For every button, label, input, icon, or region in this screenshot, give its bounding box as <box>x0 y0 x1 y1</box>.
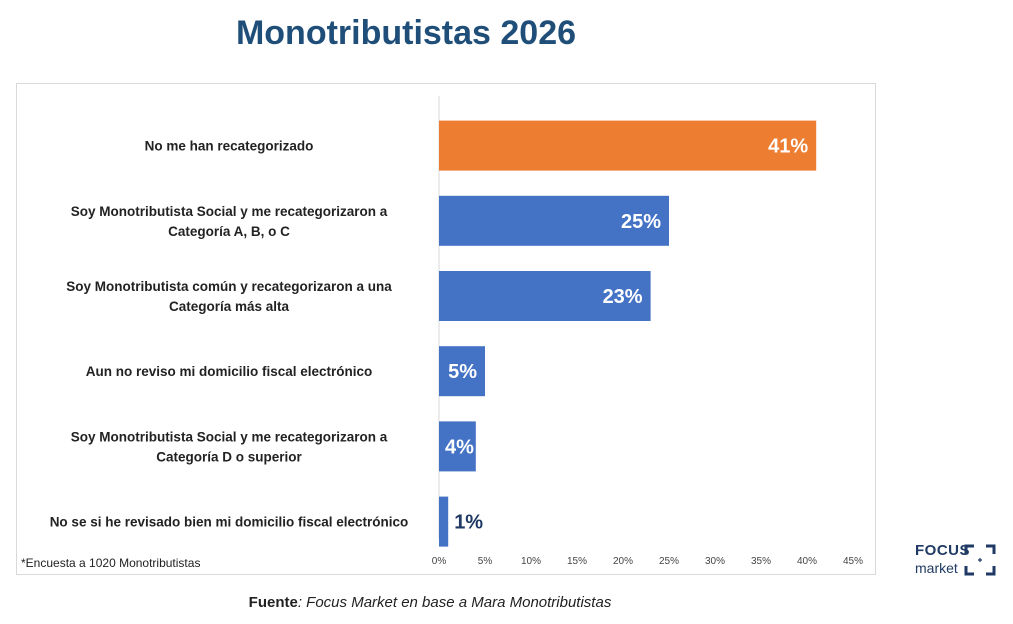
chart-frame: 41% No me han recategorizado 25% Soy Monotr… <box>16 83 876 575</box>
category-label-line: Aun no reviso mi domicilio fiscal electr… <box>86 364 373 379</box>
x-tick-label: 20% <box>613 556 633 567</box>
data-label: 1% <box>454 512 483 534</box>
survey-note: *Encuesta a 1020 Monotributistas <box>21 556 201 570</box>
bar <box>439 195 669 246</box>
x-tick-label: 30% <box>705 556 725 567</box>
data-label: 5% <box>448 361 477 383</box>
bar <box>439 120 817 171</box>
category-label: No se si he revisado bien mi domicilio f… <box>50 515 409 530</box>
data-label: 25% <box>621 211 661 233</box>
x-tick-label: 5% <box>478 556 493 567</box>
logo-frame-icon <box>964 544 996 576</box>
category-label-line: Soy Monotributista Social y me recategor… <box>71 204 388 219</box>
category-label-line: Categoría A, B, o C <box>168 224 290 239</box>
x-tick-label: 40% <box>797 556 817 567</box>
bar <box>439 421 476 472</box>
x-tick-label: 10% <box>521 556 541 567</box>
source-text: : Focus Market en base a Mara Monotribut… <box>297 594 612 611</box>
logo-focus-text: FOCUS <box>915 542 970 559</box>
category-label-line: Categoría más alta <box>169 299 290 314</box>
focus-market-logo: FOCUS market <box>915 543 999 577</box>
category-label-line: No se si he revisado bien mi domicilio f… <box>50 515 409 530</box>
data-label: 4% <box>445 436 474 458</box>
x-tick-label: 45% <box>843 556 863 567</box>
bar-chart: 41% No me han recategorizado 25% Soy Monotr… <box>50 96 863 567</box>
category-label: Soy Monotributista Social y me recategor… <box>71 204 388 239</box>
category-label-line: Categoría D o superior <box>156 449 302 464</box>
category-label-line: Soy Monotributista común y recategorizar… <box>66 279 392 294</box>
x-tick-label: 15% <box>567 556 587 567</box>
source-label: Fuente <box>248 594 298 611</box>
x-tick-label: 0% <box>432 556 447 567</box>
logo-market-text: market <box>915 560 958 576</box>
bar <box>439 271 651 321</box>
chart-title: Monotributistas 2026 <box>235 14 577 52</box>
source-line: Fuente: Focus Market en base a Mara Mono… <box>0 594 860 611</box>
category-label: Aun no reviso mi domicilio fiscal electr… <box>86 364 373 379</box>
data-label: 23% <box>603 286 643 308</box>
data-label: 41% <box>768 136 808 158</box>
bar <box>439 496 449 547</box>
x-tick-label: 25% <box>659 556 679 567</box>
x-tick-label: 35% <box>751 556 771 567</box>
category-label: Soy Monotributista Social y me recategor… <box>71 429 388 464</box>
bar <box>439 346 485 397</box>
category-label-line: No me han recategorizado <box>145 139 314 154</box>
category-label: Soy Monotributista común y recategorizar… <box>66 279 392 314</box>
category-label: No me han recategorizado <box>145 139 314 154</box>
category-label-line: Soy Monotributista Social y me recategor… <box>71 429 388 444</box>
